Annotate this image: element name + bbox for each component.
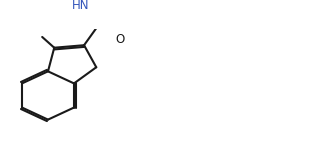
Text: HN: HN <box>72 0 90 12</box>
Text: O: O <box>115 33 124 46</box>
